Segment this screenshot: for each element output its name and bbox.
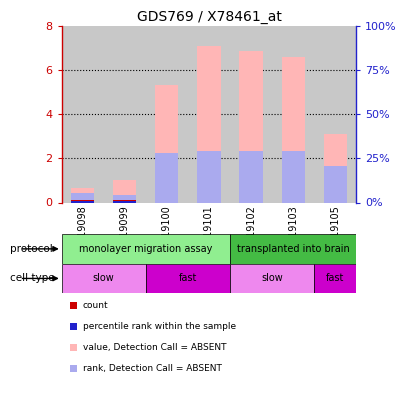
Bar — [155, 153, 178, 202]
Bar — [272, 26, 314, 202]
Text: monolayer migration assay: monolayer migration assay — [79, 244, 213, 254]
Bar — [240, 151, 263, 202]
Text: fast: fast — [179, 273, 197, 283]
Text: fast: fast — [326, 273, 344, 283]
Bar — [146, 26, 188, 202]
Text: percentile rank within the sample: percentile rank within the sample — [83, 322, 236, 331]
Bar — [62, 26, 104, 202]
Text: rank, Detection Call = ABSENT: rank, Detection Call = ABSENT — [83, 364, 222, 373]
Bar — [113, 200, 137, 202]
Text: count: count — [83, 301, 108, 310]
Text: slow: slow — [261, 273, 283, 283]
Text: slow: slow — [93, 273, 115, 283]
Title: GDS769 / X78461_at: GDS769 / X78461_at — [137, 10, 281, 24]
Bar — [324, 166, 347, 202]
Bar — [71, 201, 94, 202]
Bar — [62, 264, 146, 293]
Bar — [113, 195, 137, 202]
Bar — [197, 151, 220, 202]
Bar — [240, 51, 263, 202]
Text: transplanted into brain: transplanted into brain — [237, 244, 349, 254]
Bar — [155, 85, 178, 202]
Bar — [314, 264, 356, 293]
Bar — [230, 26, 272, 202]
Text: cell type: cell type — [10, 273, 55, 283]
Text: value, Detection Call = ABSENT: value, Detection Call = ABSENT — [83, 343, 226, 352]
Bar — [71, 193, 94, 202]
Bar — [113, 181, 137, 202]
Bar — [146, 264, 230, 293]
Bar — [71, 200, 94, 202]
Bar — [230, 234, 356, 264]
Bar — [71, 188, 94, 202]
Bar — [281, 57, 305, 202]
Bar — [197, 46, 220, 202]
Bar — [104, 26, 146, 202]
Bar — [324, 134, 347, 202]
Bar — [188, 26, 230, 202]
Bar — [62, 234, 230, 264]
Bar — [113, 201, 137, 202]
Text: protocol: protocol — [10, 244, 53, 254]
Bar — [230, 264, 314, 293]
Bar — [314, 26, 356, 202]
Bar — [281, 151, 305, 202]
